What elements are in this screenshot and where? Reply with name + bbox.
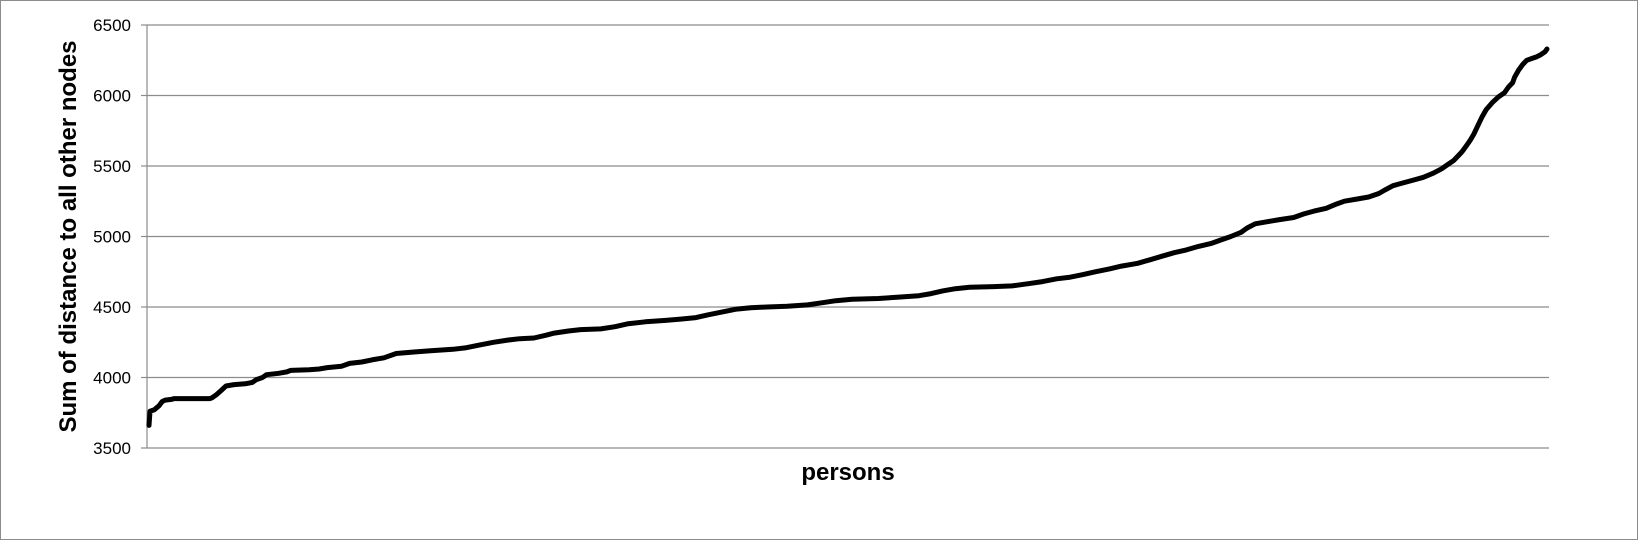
y-tick-label-5000: 5000: [93, 228, 131, 247]
y-tick-label-5500: 5500: [93, 157, 131, 176]
series-line: [146, 46, 1550, 428]
x-axis-title: persons: [801, 459, 894, 486]
axes: [146, 25, 1549, 449]
y-axis-title: Sum of distance to all other nodes: [55, 40, 82, 432]
grid-lines: [141, 24, 1549, 449]
y-tick-label-4500: 4500: [93, 298, 131, 317]
y-tick-labels: 3500 4000 4500 5000 5500 6000 6500: [93, 16, 131, 458]
y-tick-label-6000: 6000: [93, 87, 131, 106]
y-tick-label-3500: 3500: [93, 439, 131, 458]
y-tick-label-6500: 6500: [93, 16, 131, 35]
series-layer: [146, 46, 1550, 428]
y-tick-label-4000: 4000: [93, 369, 131, 388]
